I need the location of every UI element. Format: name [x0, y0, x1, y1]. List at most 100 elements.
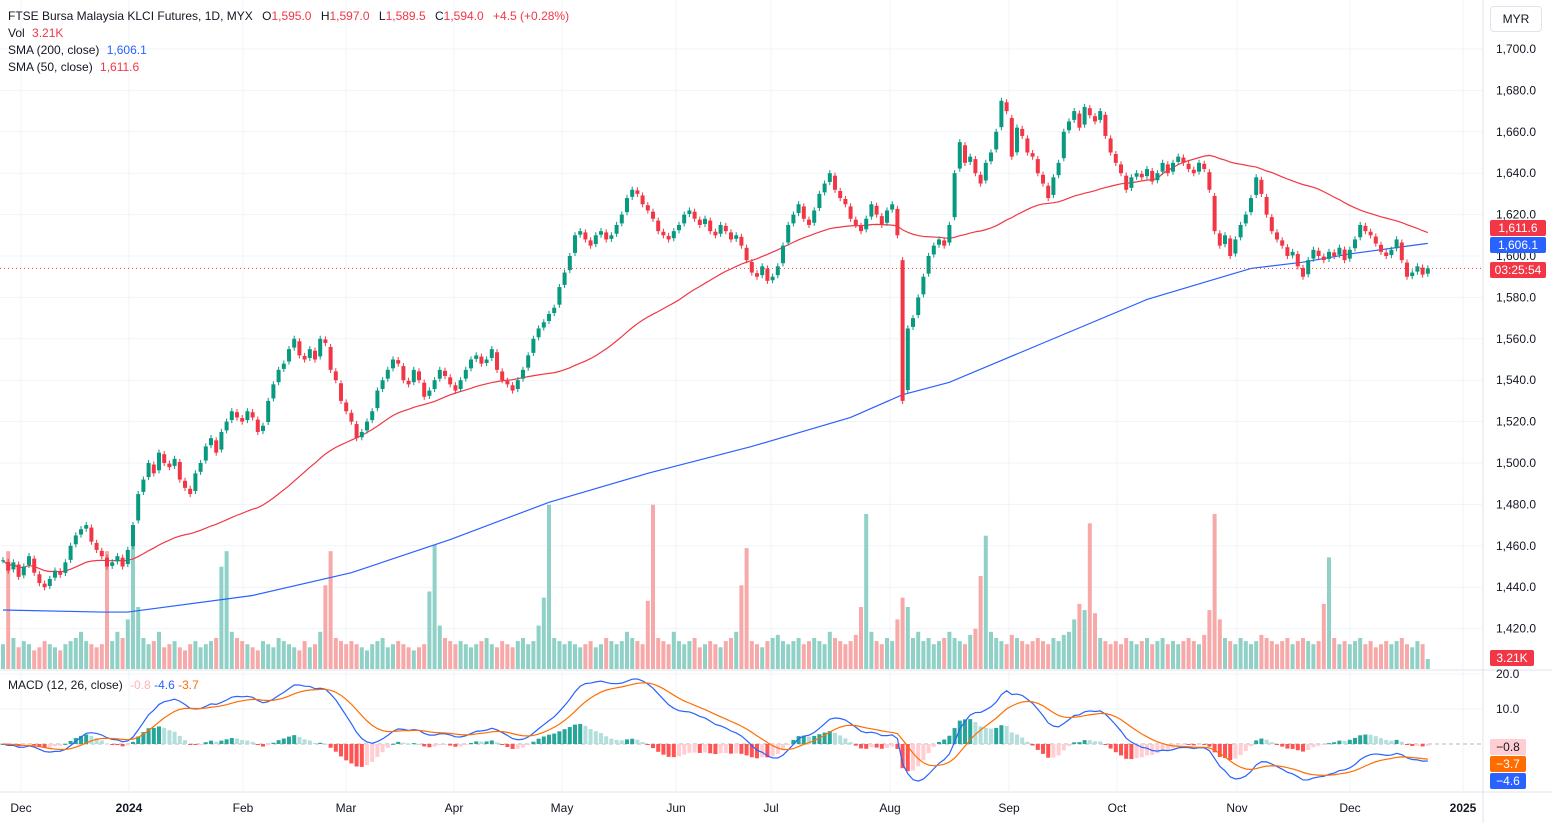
- volume-bar: [79, 631, 83, 669]
- candle-body: [775, 266, 780, 276]
- macd-hist-bar: [1197, 744, 1201, 745]
- candle-body: [1415, 266, 1420, 272]
- volume-bar: [640, 644, 645, 669]
- candle: [1025, 135, 1030, 156]
- macd-tick-label: 20.0: [1496, 667, 1520, 681]
- price-tick-label: 1,580.0: [1496, 290, 1536, 304]
- macd-hist-bar: [313, 742, 317, 744]
- volume-bar: [926, 638, 931, 669]
- symbol-title[interactable]: FTSE Bursa Malaysia KLCI Futures, 1D, MY…: [8, 9, 253, 23]
- candle-body: [515, 380, 520, 389]
- low-label: L: [378, 9, 386, 23]
- volume-bar: [619, 641, 624, 669]
- volume-bar: [833, 638, 837, 669]
- macd-hist-bar: [1327, 743, 1331, 745]
- macd-hist-bar: [469, 742, 473, 744]
- candle: [271, 381, 276, 402]
- candle-body: [365, 421, 369, 431]
- candle: [942, 237, 947, 249]
- macd-hist-bar: [68, 740, 73, 744]
- volume-bar: [552, 638, 557, 669]
- candle-body: [1165, 164, 1170, 174]
- volume-bar: [1353, 641, 1357, 669]
- candle: [58, 568, 63, 578]
- volume-bar: [677, 641, 681, 669]
- macd-hist-bar: [963, 719, 967, 744]
- candle-body: [786, 224, 791, 243]
- volume-bar: [593, 647, 598, 669]
- candle: [391, 356, 395, 372]
- volume-bar: [822, 644, 827, 669]
- candle-body: [1035, 159, 1040, 174]
- candle-body: [791, 214, 796, 224]
- candle: [692, 208, 697, 222]
- candle-body: [521, 369, 525, 379]
- volume-bar: [281, 641, 286, 669]
- macd-hist-bar: [947, 735, 952, 744]
- candle-body: [328, 346, 333, 370]
- volume-bar: [1259, 634, 1264, 669]
- currency-button[interactable]: MYR: [1490, 6, 1542, 32]
- macd-hist-bar: [99, 740, 104, 744]
- candle: [365, 418, 369, 434]
- volume-legend[interactable]: Vol 3.21K: [8, 25, 63, 42]
- candle: [1155, 170, 1160, 184]
- volume-bar: [162, 647, 167, 669]
- macd-hist-bar: [817, 734, 822, 744]
- volume-price-label: 3.21K: [1490, 650, 1534, 666]
- macd-hist-bar: [718, 744, 723, 754]
- macd-hist-bar: [869, 744, 874, 748]
- candle-body: [177, 461, 182, 480]
- high-value: 1,597.0: [329, 9, 370, 23]
- macd-hist-bar: [1212, 744, 1217, 753]
- macd-hist-bar: [1067, 744, 1071, 747]
- macd-legend[interactable]: MACD (12, 26, close) -0.8 -4.6 -3.7: [8, 677, 199, 694]
- candle: [47, 575, 52, 590]
- candle-body: [432, 380, 437, 389]
- candle-body: [375, 390, 380, 409]
- volume-bar: [458, 641, 463, 669]
- candle-body: [604, 232, 609, 240]
- candle: [1207, 169, 1212, 193]
- sma200-legend[interactable]: SMA (200, close) 1,606.1: [8, 42, 147, 59]
- sma50-legend[interactable]: SMA (50, close) 1,611.6: [8, 59, 139, 76]
- candle: [313, 347, 317, 363]
- macd-hist-bar: [1020, 737, 1025, 744]
- candle-body: [963, 145, 967, 163]
- candle-body: [796, 204, 801, 214]
- volume-bar: [1056, 641, 1061, 669]
- candle-body: [406, 380, 411, 385]
- volume-bar: [911, 638, 915, 669]
- candle: [963, 142, 967, 166]
- volume-bar: [391, 644, 395, 669]
- volume-bar: [349, 641, 354, 669]
- candle: [339, 380, 343, 405]
- candle-body: [692, 211, 697, 219]
- candle: [84, 521, 89, 532]
- macd-hist-bar: [1061, 744, 1066, 751]
- volume-bar: [1373, 647, 1378, 669]
- candle: [1082, 103, 1087, 128]
- macd-hist-bar: [1087, 740, 1092, 744]
- candle: [630, 186, 635, 200]
- macd-hist-bar: [63, 743, 68, 745]
- candle-body: [68, 545, 73, 560]
- candle: [167, 460, 172, 471]
- candle-body: [1217, 233, 1222, 246]
- candle: [1394, 236, 1399, 252]
- candle-body: [136, 494, 141, 521]
- macd-hist-bar: [115, 744, 120, 746]
- macd-hist-bar: [905, 744, 910, 772]
- macd-hist-bar: [1405, 744, 1409, 745]
- candle-body: [911, 318, 915, 327]
- volume-bar: [879, 644, 884, 669]
- volume-bar: [749, 641, 754, 669]
- candle: [994, 128, 999, 153]
- macd-hist-bar: [1150, 744, 1155, 755]
- candle-body: [1191, 169, 1196, 174]
- macd-hist-bar: [952, 728, 957, 744]
- macd-hist-bar: [370, 744, 375, 762]
- candle: [1098, 107, 1103, 124]
- candle-body: [859, 225, 863, 232]
